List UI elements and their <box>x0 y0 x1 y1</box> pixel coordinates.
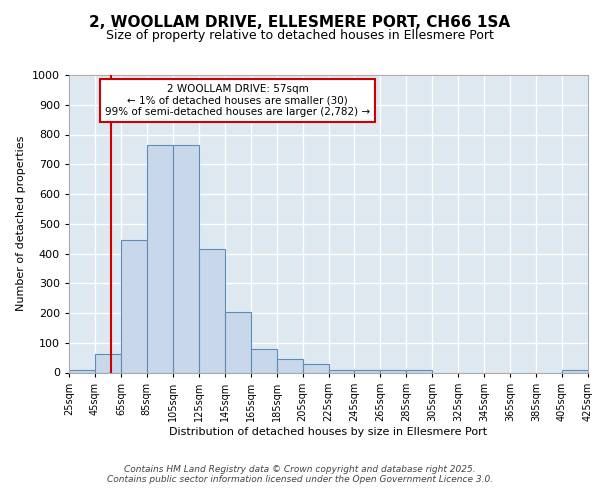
Bar <box>302 364 329 372</box>
Bar <box>562 370 588 372</box>
Text: Contains HM Land Registry data © Crown copyright and database right 2025.: Contains HM Land Registry data © Crown c… <box>124 464 476 473</box>
Bar <box>355 370 380 372</box>
Bar <box>95 354 121 372</box>
Text: 2, WOOLLAM DRIVE, ELLESMERE PORT, CH66 1SA: 2, WOOLLAM DRIVE, ELLESMERE PORT, CH66 1… <box>89 15 511 30</box>
Bar <box>380 370 406 372</box>
X-axis label: Distribution of detached houses by size in Ellesmere Port: Distribution of detached houses by size … <box>169 426 488 436</box>
Bar <box>406 370 432 372</box>
Bar <box>199 249 224 372</box>
Text: Contains public sector information licensed under the Open Government Licence 3.: Contains public sector information licen… <box>107 474 493 484</box>
Y-axis label: Number of detached properties: Number of detached properties <box>16 136 26 312</box>
Bar <box>69 370 95 372</box>
Bar <box>121 240 147 372</box>
Bar <box>277 359 302 372</box>
Bar <box>147 145 173 372</box>
Bar <box>173 145 199 372</box>
Bar <box>251 350 277 372</box>
Bar <box>225 312 251 372</box>
Text: 2 WOOLLAM DRIVE: 57sqm
← 1% of detached houses are smaller (30)
99% of semi-deta: 2 WOOLLAM DRIVE: 57sqm ← 1% of detached … <box>105 84 370 117</box>
Bar <box>329 370 355 372</box>
Text: Size of property relative to detached houses in Ellesmere Port: Size of property relative to detached ho… <box>106 28 494 42</box>
